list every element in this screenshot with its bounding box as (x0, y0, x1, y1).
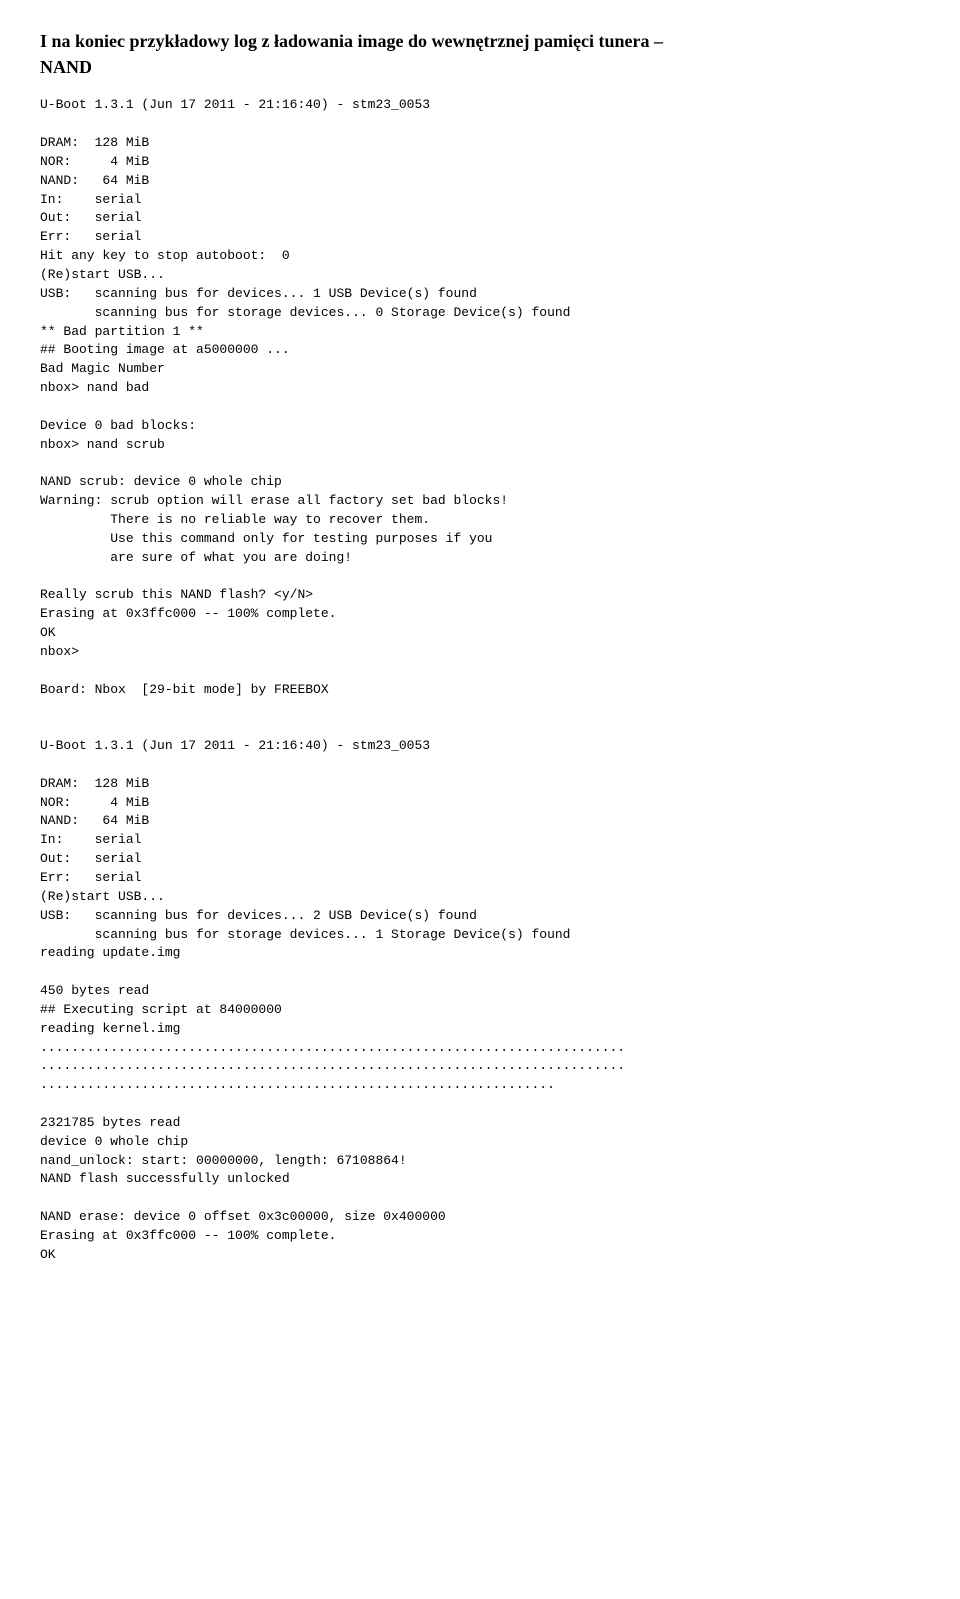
log-output: U-Boot 1.3.1 (Jun 17 2011 - 21:16:40) - … (40, 96, 920, 1264)
page-heading-line1: I na koniec przykładowy log z ładowania … (40, 30, 920, 53)
page-heading-line2: NAND (40, 57, 920, 78)
